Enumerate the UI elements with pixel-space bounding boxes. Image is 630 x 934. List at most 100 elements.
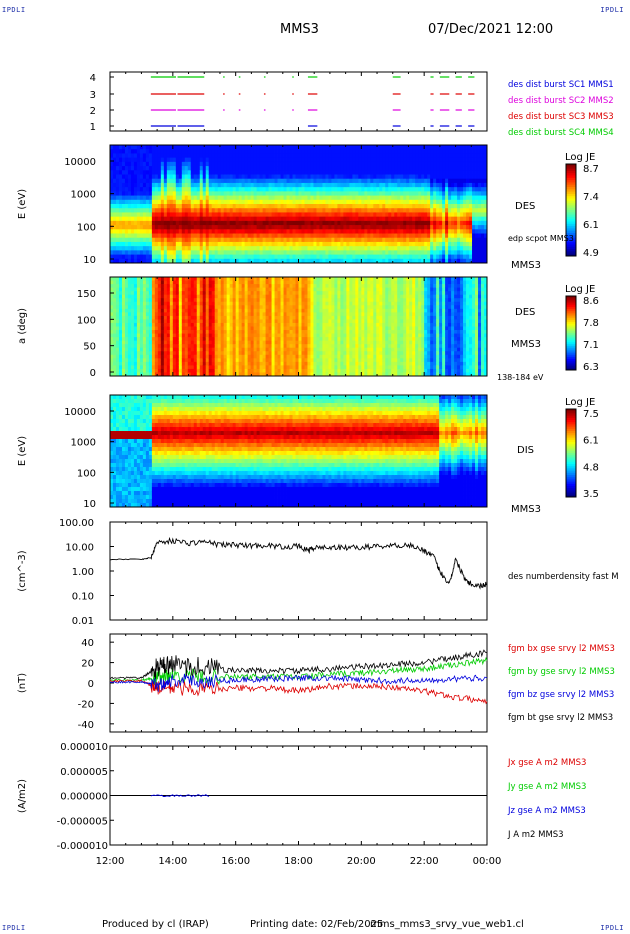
spectrogram-cell [403, 246, 407, 251]
spectrogram-cell [190, 204, 195, 209]
spectrogram-cell [463, 225, 467, 230]
spectrogram-cell [229, 284, 234, 289]
spectrogram-cell [127, 347, 132, 352]
spectrogram-cell [223, 174, 228, 180]
spectrogram-cell [226, 301, 231, 306]
spectrogram-cell [181, 241, 186, 247]
spectrogram-cell [115, 161, 120, 167]
spectrogram-cell [412, 187, 416, 192]
spectrogram-cell [151, 191, 156, 196]
spectrogram-cell [208, 220, 213, 226]
spectrogram-cell [235, 246, 240, 251]
spectrogram-cell [136, 291, 141, 296]
spectrogram-cell [190, 358, 195, 363]
spectrogram-cell [139, 208, 144, 213]
spectrogram-cell [268, 204, 272, 209]
spectrogram-cell [274, 157, 278, 163]
spectrogram-cell [457, 220, 461, 226]
spectrogram-cell [340, 233, 344, 239]
spectrogram-cell [169, 246, 174, 251]
spectrogram-cell [211, 277, 216, 281]
spectrogram-cell [166, 361, 171, 366]
spectrogram-cell [328, 204, 332, 209]
spectrogram-cell [484, 161, 488, 167]
spectrogram-cell [160, 225, 165, 230]
spectrogram-cell [220, 178, 225, 184]
spectrogram-cell [460, 174, 464, 180]
spectrogram-cell [250, 354, 255, 359]
spectrogram-cell [283, 170, 287, 175]
spectrogram-cell [139, 195, 144, 201]
spectrogram-cell [124, 337, 129, 342]
spectrogram-cell [127, 284, 132, 289]
spectrogram-cell [250, 347, 255, 352]
spectrogram-cell [196, 361, 201, 366]
spectrogram-cell [424, 199, 428, 205]
spectrogram-cell [478, 216, 482, 222]
spectrogram-cell [121, 284, 126, 289]
spectrogram-cell [439, 246, 443, 251]
spectrogram-cell [112, 344, 117, 349]
spectrogram-cell [110, 208, 114, 213]
spectrogram-cell [169, 333, 174, 338]
spectrogram-cell [403, 170, 407, 175]
spectrogram-cell [424, 229, 428, 234]
spectrogram-cell [433, 187, 437, 192]
spectrogram-cell [457, 149, 461, 154]
spectrogram-cell [379, 233, 383, 239]
spectrogram-cell [148, 351, 153, 356]
spectrogram-cell [244, 178, 249, 184]
spectrogram-cell [448, 246, 452, 251]
spectrogram-cell [277, 204, 281, 209]
spectrogram-cell [394, 145, 398, 150]
spectrogram-cell [346, 225, 350, 230]
spectrogram-cell [355, 153, 359, 159]
spectrogram-cell [154, 157, 159, 163]
spectrogram-cell [226, 312, 231, 317]
spectrogram-cell [187, 187, 192, 192]
spectrogram-cell [343, 182, 347, 188]
spectrogram-cell [238, 372, 243, 377]
spectrogram-cell [259, 195, 263, 201]
spectrogram-cell [226, 365, 231, 370]
spectrogram-cell [343, 208, 347, 213]
spectrogram-cell [235, 372, 240, 377]
spectrogram-cell [166, 187, 171, 192]
spectrogram-cell [193, 174, 198, 180]
spectrogram-cell [364, 208, 368, 213]
spectrogram-cell [400, 212, 404, 218]
spectrogram-cell [232, 153, 237, 159]
spectrogram-cell [451, 153, 455, 159]
spectrogram-cell [235, 340, 240, 345]
spectrogram-cell [307, 195, 311, 201]
spectrogram-cell [256, 229, 260, 234]
spectrogram-cell [110, 246, 114, 251]
spectrogram-cell [163, 322, 168, 327]
spectrogram-cell [358, 241, 362, 247]
spectrogram-cell [172, 284, 177, 289]
spectrogram-cell [151, 301, 156, 306]
spectrogram-cell [250, 178, 255, 184]
spectrogram-cell [448, 149, 452, 154]
spectrogram-cell [313, 157, 317, 163]
spectrogram-cell [253, 237, 258, 243]
spectrogram-cell [286, 170, 290, 175]
spectrogram-cell [355, 208, 359, 213]
spectrogram-cell [457, 254, 461, 260]
spectrogram-cell [382, 182, 386, 188]
spectrogram-cell [136, 166, 141, 171]
spectrogram-cell [223, 333, 228, 338]
spectrogram-cell [190, 195, 195, 201]
spectrogram-cell [172, 330, 177, 334]
spectrogram-cell [277, 178, 281, 184]
spectrogram-cell [250, 174, 255, 180]
spectrogram-cell [436, 157, 440, 163]
spectrogram-cell [110, 174, 114, 180]
spectrogram-cell [358, 204, 362, 209]
spectrogram-cell [199, 315, 204, 320]
spectrogram-cell [118, 204, 123, 209]
spectrogram-cell [199, 351, 204, 356]
spectrogram-cell [418, 220, 422, 226]
spectrogram-cell [160, 250, 165, 255]
spectrogram-cell [232, 277, 237, 281]
